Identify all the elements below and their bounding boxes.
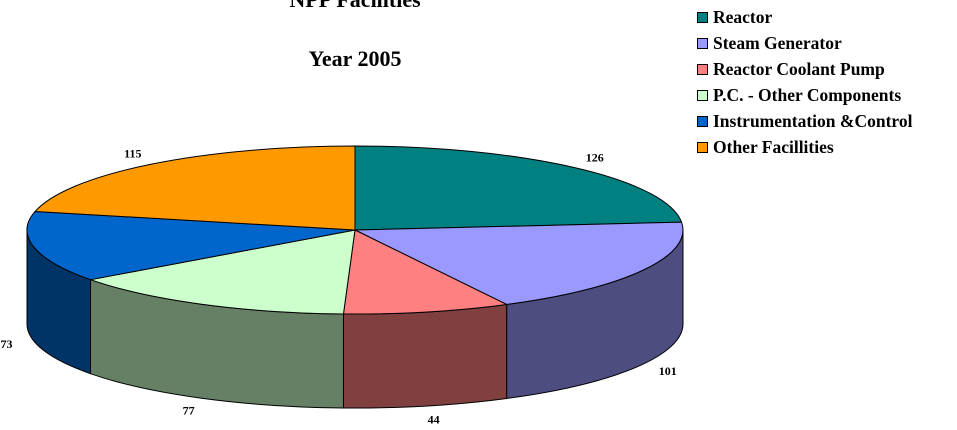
legend-swatch xyxy=(697,11,708,23)
legend-swatch xyxy=(697,89,708,101)
data-label-instrumentation-control: 73 xyxy=(1,337,13,351)
chart-subtitle: Year 2005 xyxy=(308,46,402,71)
pie-slice-reactor xyxy=(354,145,683,231)
legend-label: Steam Generator xyxy=(713,32,842,53)
legend-label: Reactor Coolant Pump xyxy=(713,58,885,79)
legend-item-reactor: Reactor xyxy=(697,4,912,30)
data-label-reactor-coolant-pump: 44 xyxy=(428,413,440,427)
legend-item-steam-generator: Steam Generator xyxy=(697,30,912,56)
legend: Reactor Steam Generator Reactor Coolant Pu… xyxy=(697,4,912,160)
legend-item-reactor-coolant-pump: Reactor Coolant Pump xyxy=(697,56,912,82)
chart-title: NPP Facilities xyxy=(0,0,710,13)
pie-slice-reactor-coolant-pump xyxy=(342,229,508,315)
data-label-reactor: 126 xyxy=(586,151,604,165)
legend-swatch xyxy=(697,141,708,153)
legend-label: Other Facillities xyxy=(713,136,834,157)
legend-swatch xyxy=(697,63,708,75)
pie-slice-instrumentation-control xyxy=(26,210,356,281)
pie-slice-p-c-other-components xyxy=(90,229,356,315)
legend-item-instrumentation-control: Instrumentation &Control xyxy=(697,108,912,134)
legend-item-p-c-other-components: P.C. - Other Components xyxy=(697,82,912,108)
data-label-p-c-other-components: 77 xyxy=(183,404,195,418)
legend-label: P.C. - Other Components xyxy=(713,84,902,105)
pie-slice-steam-generator xyxy=(354,221,684,305)
legend-label: Instrumentation &Control xyxy=(713,110,913,131)
legend-item-other-facillities: Other Facillities xyxy=(697,134,912,160)
data-label-other-facillities: 115 xyxy=(124,146,141,160)
pie-side-reactor-coolant-pump xyxy=(342,303,508,409)
legend-swatch xyxy=(697,37,708,49)
pie-slice-other-facillities xyxy=(34,145,356,231)
data-label-steam-generator: 101 xyxy=(659,364,677,378)
legend-label: Reactor xyxy=(713,6,773,27)
legend-swatch xyxy=(697,115,708,127)
